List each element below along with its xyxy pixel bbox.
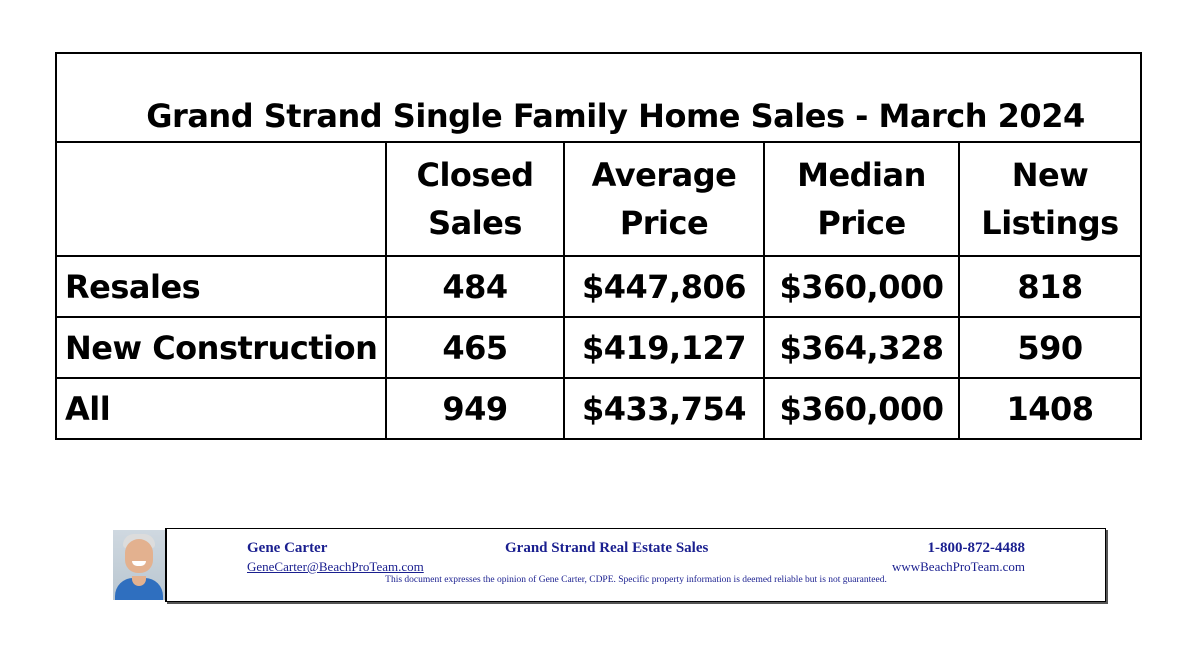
- cell-closed-sales: 949: [387, 379, 565, 438]
- cell-new-listings: 590: [960, 318, 1140, 379]
- header-line: New: [1011, 156, 1089, 194]
- header-line: Price: [817, 204, 906, 242]
- sales-table: Grand Strand Single Family Home Sales - …: [55, 52, 1142, 440]
- agent-photo: [113, 530, 165, 600]
- header-empty: [57, 143, 387, 257]
- header-median-price: Median Price: [765, 143, 960, 257]
- phone-number: 1-800-872-4488: [927, 540, 1026, 556]
- disclaimer: This document expresses the opinion of G…: [385, 575, 887, 585]
- agent-info-box: Gene Carter Grand Strand Real Estate Sal…: [165, 528, 1106, 602]
- header-new-listings: New Listings: [960, 143, 1140, 257]
- table-title: Grand Strand Single Family Home Sales - …: [57, 54, 1140, 143]
- cell-median-price: $360,000: [765, 379, 960, 438]
- table-grid: Closed Sales Average Price Median Price …: [57, 143, 1140, 438]
- cell-average-price: $433,754: [565, 379, 765, 438]
- cell-median-price: $360,000: [765, 257, 960, 318]
- email-link[interactable]: GeneCarter@BeachProTeam.com: [247, 559, 424, 574]
- website-link[interactable]: wwwBeachProTeam.com: [891, 559, 1025, 574]
- header-line: Average: [591, 156, 737, 194]
- row-label-resales: Resales: [57, 257, 387, 318]
- header-line: Price: [619, 204, 709, 242]
- header-average-price: Average Price: [565, 143, 765, 257]
- header-line: Closed: [416, 156, 534, 194]
- cell-average-price: $419,127: [565, 318, 765, 379]
- cell-average-price: $447,806: [565, 257, 765, 318]
- row-label-new-construction: New Construction: [57, 318, 387, 379]
- company-name: Grand Strand Real Estate Sales: [505, 540, 709, 556]
- cell-median-price: $364,328: [765, 318, 960, 379]
- cell-closed-sales: 484: [387, 257, 565, 318]
- header-line: Sales: [428, 204, 522, 242]
- cell-closed-sales: 465: [387, 318, 565, 379]
- agent-name: Gene Carter: [247, 540, 328, 556]
- header-line: Listings: [981, 204, 1119, 242]
- cell-new-listings: 818: [960, 257, 1140, 318]
- row-label-all: All: [57, 379, 387, 438]
- header-closed-sales: Closed Sales: [387, 143, 565, 257]
- header-line: Median: [797, 156, 926, 194]
- cell-new-listings: 1408: [1006, 389, 1094, 428]
